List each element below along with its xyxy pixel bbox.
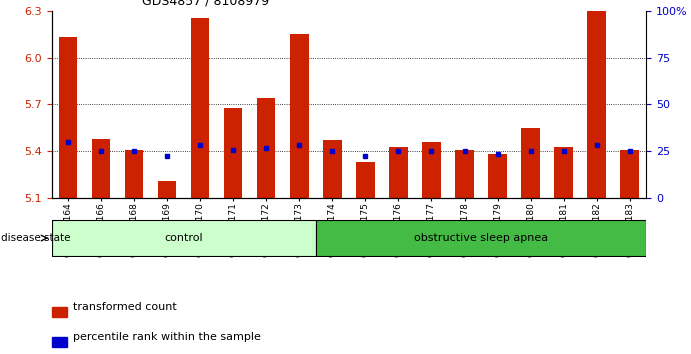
Text: disease state: disease state xyxy=(1,233,70,243)
Bar xyxy=(125,150,144,198)
Text: obstructive sleep apnea: obstructive sleep apnea xyxy=(414,233,548,243)
Bar xyxy=(587,11,605,198)
Bar xyxy=(52,337,66,348)
Bar xyxy=(52,220,316,256)
Bar xyxy=(422,142,441,198)
Bar xyxy=(257,98,276,198)
Bar xyxy=(59,37,77,198)
Text: percentile rank within the sample: percentile rank within the sample xyxy=(73,332,261,342)
Text: GDS4857 / 8108979: GDS4857 / 8108979 xyxy=(142,0,269,7)
Bar xyxy=(357,162,375,198)
Text: control: control xyxy=(164,233,203,243)
Bar xyxy=(93,139,111,198)
Bar xyxy=(554,147,573,198)
Bar xyxy=(522,128,540,198)
Bar xyxy=(621,150,638,198)
Text: transformed count: transformed count xyxy=(73,302,176,312)
Bar xyxy=(52,307,66,317)
Bar xyxy=(323,141,341,198)
Bar xyxy=(489,154,507,198)
Bar xyxy=(455,150,473,198)
Bar xyxy=(290,34,308,198)
Bar xyxy=(225,108,243,198)
Bar xyxy=(316,220,646,256)
Bar xyxy=(191,18,209,198)
Bar xyxy=(390,147,408,198)
Bar xyxy=(158,181,176,198)
